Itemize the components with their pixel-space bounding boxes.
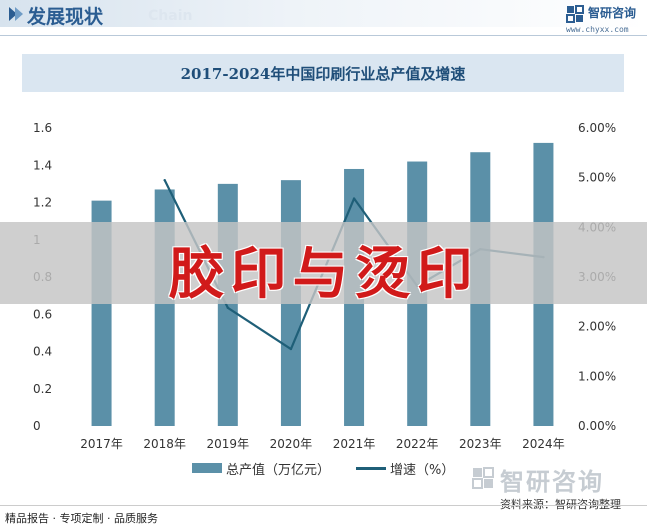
left-tick-label: 1.4	[33, 158, 52, 172]
left-tick-label: 1.6	[33, 121, 52, 135]
right-tick-label: 1.00%	[578, 369, 616, 383]
overlay-banner-text: 胶印与烫印	[168, 242, 479, 307]
header-bar	[0, 0, 647, 27]
left-tick-label: 0.4	[33, 345, 52, 359]
legend-line-swatch	[356, 467, 386, 470]
x-tick-label: 2018年	[143, 437, 186, 451]
x-tick-label: 2017年	[80, 437, 123, 451]
right-tick-label: 0.00%	[578, 419, 616, 433]
left-tick-label: 0	[33, 419, 41, 433]
overlay-banner	[0, 222, 647, 304]
right-tick-label: 2.00%	[578, 320, 616, 334]
x-tick-label: 2020年	[270, 437, 313, 451]
source-note: 资料来源：智研咨询整理	[500, 498, 621, 511]
x-tick-label: 2024年	[522, 437, 565, 451]
section-marker-icon	[9, 7, 23, 21]
legend-bar-swatch	[192, 463, 222, 473]
logo-url: www.chyxx.com	[566, 25, 629, 34]
section-title: 发展现状	[27, 6, 104, 28]
x-tick-label: 2023年	[459, 437, 502, 451]
line-point	[352, 197, 356, 200]
x-axis-ticks: 2017年 2018年 2019年 2020年 2021年 2022年 2023年 2024年	[80, 437, 564, 451]
line-point	[289, 347, 293, 351]
chart-title-background	[22, 54, 624, 92]
right-tick-label: 6.00%	[578, 121, 616, 135]
brand-name: 智研咨询	[500, 468, 604, 496]
left-tick-label: 0.6	[33, 307, 52, 321]
footer-divider	[0, 505, 647, 506]
legend-bar-label: 总产值（万亿元）	[226, 463, 331, 478]
left-tick-label: 1.2	[33, 196, 52, 210]
line-point	[226, 306, 230, 309]
header-divider	[0, 35, 647, 36]
chart-title: 2017-2024年中国印刷行业总产值及增速	[180, 65, 466, 83]
x-tick-label: 2022年	[396, 437, 439, 451]
right-tick-label: 5.00%	[578, 171, 616, 185]
brand-logo-icon	[472, 467, 494, 489]
left-tick-label: 0.2	[33, 382, 52, 396]
logo-name: 智研咨询	[588, 6, 637, 20]
x-tick-label: 2021年	[333, 437, 376, 451]
header: 发展现状 Chain 智研咨询 www.chyxx.com	[0, 0, 647, 36]
line-point	[163, 178, 166, 182]
chyxx-logo-icon	[566, 5, 584, 23]
section-subtitle: Chain	[148, 8, 193, 24]
footer-text: 精品报告 · 专项定制 · 品质服务	[5, 512, 158, 525]
x-tick-label: 2019年	[207, 437, 250, 451]
legend-line-label: 增速（%）	[390, 463, 455, 478]
